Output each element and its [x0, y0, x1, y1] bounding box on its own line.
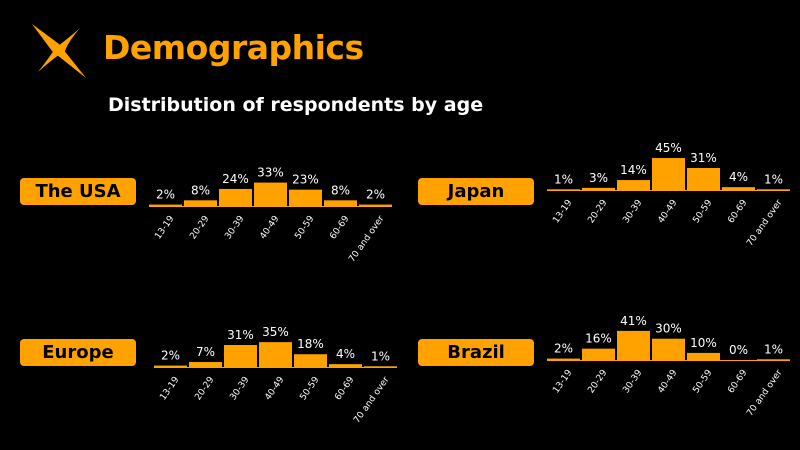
bar-europe-0	[154, 365, 187, 367]
value-label: 16%	[585, 332, 612, 346]
bar-brazil-0	[547, 358, 580, 360]
region-badge-usa: The USA	[20, 178, 136, 205]
chart-japan: 1% 13-19 3% 20-29 14% 30-39 45% 40-49 31% 50-59 4%…	[547, 141, 790, 248]
x-tick-label: 20-29	[586, 198, 609, 225]
x-tick-label: 60-69	[333, 375, 356, 402]
x-tick-label: 60-69	[726, 198, 749, 225]
chart-brazil: 2% 13-19 16% 20-29 41% 30-39 30% 40-49 10% 50-59 0…	[547, 314, 790, 418]
x-tick-label: 60-69	[726, 368, 749, 395]
bar-japan-6	[757, 189, 790, 190]
x-tick-label: 20-29	[193, 375, 216, 402]
x-tick-label: 70 and over	[347, 214, 386, 264]
value-label: 33%	[257, 166, 284, 180]
bar-japan-5	[722, 187, 755, 190]
value-label: 1%	[764, 342, 783, 356]
x-tick-label: 13-19	[551, 368, 574, 395]
bar-brazil-3	[652, 338, 685, 360]
bar-japan-2	[617, 180, 650, 190]
region-badge-europe: Europe	[20, 339, 136, 366]
region-badge-brazil: Brazil	[418, 339, 534, 366]
x-tick-label: 30-39	[621, 198, 644, 225]
bar-brazil-2	[617, 330, 650, 360]
bar-europe-5	[329, 364, 362, 367]
bar-europe-3	[259, 342, 292, 367]
bar-the-usa-2	[219, 188, 252, 206]
value-label: 24%	[222, 172, 249, 186]
page-title: Demographics	[103, 28, 364, 67]
x-tick-label: 20-29	[188, 214, 211, 241]
sparkle-star-icon	[32, 24, 86, 78]
bar-europe-2	[224, 344, 257, 367]
x-tick-label: 30-39	[223, 214, 246, 241]
bar-the-usa-6	[359, 204, 392, 206]
value-label: 10%	[690, 336, 717, 350]
value-label: 35%	[262, 325, 289, 339]
x-tick-label: 50-59	[691, 198, 714, 225]
value-label: 1%	[371, 349, 390, 363]
chart-usa: 2% 13-19 8% 20-29 24% 30-39 33% 40-49 23% 50-59 8%…	[149, 166, 392, 264]
value-label: 30%	[655, 322, 682, 336]
chart-europe: 2% 13-19 7% 20-29 31% 30-39 35% 40-49 18% 50-59 4%…	[154, 325, 397, 425]
value-label: 41%	[620, 314, 647, 328]
value-label: 1%	[554, 172, 573, 186]
x-tick-label: 40-49	[258, 214, 281, 241]
value-label: 2%	[156, 188, 175, 202]
bar-the-usa-0	[149, 204, 182, 206]
page-subtitle: Distribution of respondents by age	[108, 94, 484, 116]
value-label: 8%	[191, 183, 210, 197]
value-label: 18%	[297, 337, 324, 351]
bar-brazil-6	[757, 359, 790, 360]
value-label: 4%	[729, 170, 748, 184]
x-tick-label: 40-49	[263, 375, 286, 402]
bar-japan-0	[547, 189, 580, 190]
bar-brazil-4	[687, 352, 720, 360]
bar-the-usa-3	[254, 182, 287, 206]
bar-the-usa-1	[184, 200, 217, 206]
x-tick-label: 70 and over	[745, 198, 784, 248]
bar-japan-4	[687, 167, 720, 190]
value-label: 7%	[196, 345, 215, 359]
value-label: 3%	[589, 171, 608, 185]
x-tick-label: 70 and over	[352, 375, 391, 425]
x-tick-label: 50-59	[293, 214, 316, 241]
value-label: 45%	[655, 141, 682, 155]
x-tick-label: 30-39	[621, 368, 644, 395]
value-label: 2%	[366, 188, 385, 202]
x-tick-label: 20-29	[586, 368, 609, 395]
value-label: 2%	[161, 349, 180, 363]
x-tick-label: 30-39	[228, 375, 251, 402]
value-label: 14%	[620, 163, 647, 177]
value-label: 31%	[227, 328, 254, 342]
value-label: 4%	[336, 347, 355, 361]
bar-the-usa-4	[289, 189, 322, 206]
x-tick-label: 40-49	[656, 198, 679, 225]
x-tick-label: 60-69	[328, 214, 351, 241]
x-tick-label: 50-59	[298, 375, 321, 402]
x-tick-label: 40-49	[656, 368, 679, 395]
bar-japan-1	[582, 187, 615, 190]
x-tick-label: 13-19	[158, 375, 181, 402]
x-tick-label: 13-19	[153, 214, 176, 241]
bar-japan-3	[652, 158, 685, 190]
x-tick-label: 50-59	[691, 368, 714, 395]
value-label: 23%	[292, 173, 319, 187]
region-badge-japan: Japan	[418, 178, 534, 205]
bar-brazil-1	[582, 348, 615, 360]
bar-the-usa-5	[324, 200, 357, 206]
x-tick-label: 13-19	[551, 198, 574, 225]
value-label: 8%	[331, 183, 350, 197]
bar-europe-4	[294, 354, 327, 367]
value-label: 0%	[729, 343, 748, 357]
bar-europe-6	[364, 366, 397, 367]
value-label: 2%	[554, 342, 573, 356]
value-label: 31%	[690, 151, 717, 165]
value-label: 1%	[764, 172, 783, 186]
x-tick-label: 70 and over	[745, 368, 784, 418]
bar-europe-1	[189, 362, 222, 367]
